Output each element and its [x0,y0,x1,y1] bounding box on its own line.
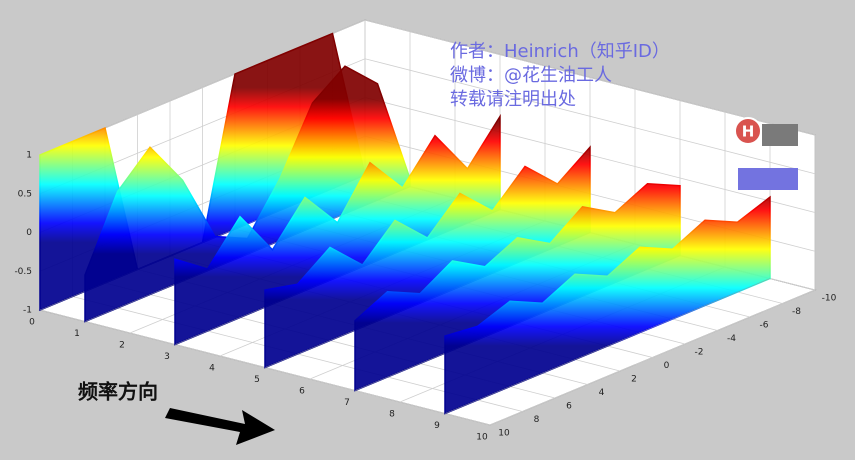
z-tick-label: -1 [23,306,32,316]
direction-arrow [165,408,275,445]
x-tick-label: 6 [299,387,305,397]
x-tick-label: 4 [209,364,215,374]
x-tick-label: 9 [434,421,440,431]
y-tick-label: 2 [631,375,637,385]
y-tick-label: -2 [695,348,704,358]
y-tick-label: 6 [566,402,572,412]
logo-bar-blue [738,168,798,190]
surface-row [354,182,681,392]
z-tick-label: 0.5 [18,189,32,199]
x-tick-label: 10 [476,433,488,443]
surface-row [174,113,501,346]
y-tick-label: -8 [792,307,801,317]
z-tick-label: 1 [26,151,32,161]
x-tick-label: 2 [119,341,125,351]
surface-row [264,145,591,369]
watermark-notice: 转载请注明出处 [450,89,576,110]
y-tick-label: 0 [664,361,670,371]
x-tick-label: 3 [164,352,170,362]
surface-row [84,65,411,323]
frequency-note: 频率方向 [78,380,158,404]
logo-circle [734,117,762,145]
y-tick-label: -6 [760,321,769,331]
x-tick-label: 7 [344,398,350,408]
y-tick-label: 10 [498,429,510,439]
y-tick-label: -10 [822,294,837,304]
z-tick-label: -0.5 [14,267,32,277]
y-tick-label: 8 [534,415,540,425]
x-tick-label: 0 [29,318,35,328]
logo-text: H [742,123,755,141]
x-tick-label: 5 [254,375,260,385]
z-tick-label: 0 [26,228,32,238]
x-tick-label: 8 [389,410,395,420]
watermark-weibo: 微博：@花生油工人 [450,65,612,86]
surface-row-base [444,278,771,414]
x-tick-label: 1 [74,329,80,339]
watermark-author: 作者：Heinrich（知乎ID） [450,41,670,62]
logo-bar [762,124,798,146]
y-tick-label: 4 [599,388,605,398]
y-tick-label: -4 [727,334,736,344]
surface-row [444,195,771,415]
grid-line [39,19,816,156]
